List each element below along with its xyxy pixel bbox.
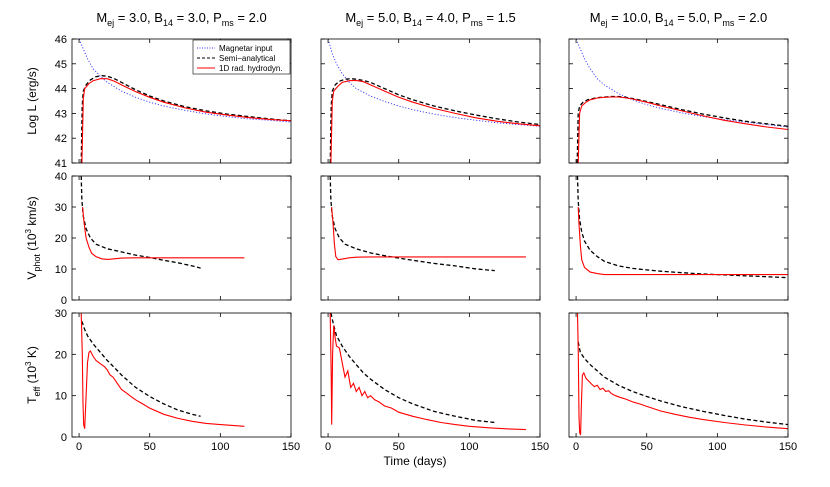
panel-temp-1: 0 50 100 150 [320, 312, 549, 453]
x-tick-label: 100 [211, 441, 229, 453]
panel-frame [568, 38, 789, 164]
y-tick-label: 30 [55, 308, 67, 320]
x-tick-label: 150 [531, 441, 549, 453]
panel-frame [71, 312, 292, 438]
panel-lum-2 [568, 38, 789, 164]
y-tick-label: 42 [55, 133, 67, 145]
series-hydro-vel-0 [82, 206, 245, 260]
panel-vel-0: 0 10 20 30 40 [55, 171, 292, 307]
legend-label: 1D rad. hydrodyn. [219, 64, 283, 73]
y-tick-label: 20 [55, 349, 67, 361]
panel-temp-2: 0 50 100 150 [568, 312, 797, 453]
x-tick-label: 0 [325, 441, 331, 453]
y-tick-label: 10 [55, 391, 67, 403]
y-tick-label: 40 [55, 171, 67, 183]
panel-frame [568, 175, 789, 301]
series-semi-lum-1 [329, 78, 540, 163]
series-hydro-lum-0 [81, 78, 291, 163]
series-semi-lum-2 [576, 95, 788, 163]
panel-frame [71, 175, 292, 301]
series-magnetar-lum-0 [78, 39, 291, 123]
y-tick-label: 30 [55, 202, 67, 214]
legend-label: Semi−analytical [219, 54, 275, 63]
y-tick-label: 20 [55, 233, 67, 245]
legend-label: Magnetar input [219, 44, 273, 53]
y-axis-titles: Log L (erg/s) Vphot (103 km/s) Teff (103 K… [24, 67, 42, 404]
series-hydro-lum-2 [577, 96, 788, 163]
panel-frame [320, 38, 541, 164]
column-title-1: Mej​ = 5.0, B14​ = 4.0, Pms​ = 1.5 [345, 10, 515, 28]
x-tick-label: 0 [76, 441, 82, 453]
x-tick-label: 50 [144, 441, 156, 453]
column-title-0: Mej​ = 3.0, B14​ = 3.0, Pms​ = 2.0 [96, 10, 266, 28]
y-tick-label: 45 [55, 59, 67, 71]
series-semi-lum-0 [80, 75, 291, 163]
y-tick-label: 43 [55, 108, 67, 120]
x-tick-label: 50 [641, 441, 653, 453]
panel-frame [320, 312, 541, 438]
y-tick-label: 41 [55, 158, 67, 170]
y-tick-label: 46 [55, 34, 67, 46]
x-tick-label: 100 [708, 441, 726, 453]
y-axis-title-lum: Log L (erg/s) [25, 67, 39, 135]
series-hydro-lum-1 [330, 79, 540, 163]
panel-frame [71, 38, 292, 164]
x-axis-title: Time (days) [384, 454, 447, 468]
y-axis-title-vel: Vphot (103 km/s) [24, 196, 42, 279]
y-tick-label: 10 [55, 264, 67, 276]
series-hydro-vel-2 [577, 206, 788, 276]
series-magnetar-lum-2 [575, 39, 788, 128]
series-semi-vel-2 [576, 176, 788, 279]
series-semi-temp-1 [330, 313, 495, 424]
series-semi-vel-1 [329, 176, 495, 272]
x-tick-label: 0 [573, 441, 579, 453]
panel-lum-0: 41 42 43 44 45 46 [55, 34, 292, 170]
x-tick-label: 50 [393, 441, 405, 453]
panel-temp-0: 0 50 100 150 0 10 20 30 [55, 308, 300, 453]
series-hydro-temp-1 [329, 313, 526, 431]
series-hydro-temp-0 [80, 313, 245, 429]
series-semi-vel-0 [80, 176, 201, 269]
column-title-2: Mej​ = 10.0, B14​ = 5.0, Pms​ = 2.0 [590, 10, 768, 28]
panel-lum-1 [320, 38, 541, 164]
panel-frame [320, 175, 541, 301]
series-hydro-vel-1 [331, 206, 526, 261]
y-axis-title-temp: Teff (103 K) [24, 346, 42, 404]
series-hydro-temp-2 [576, 313, 788, 436]
panel-frame [568, 312, 789, 438]
panel-vel-1 [320, 175, 541, 301]
column-titles: Mej​ = 3.0, B14​ = 3.0, Pms​ = 2.0 Mej​ =… [96, 10, 767, 28]
x-tick-label: 150 [779, 441, 797, 453]
series-magnetar-lum-1 [327, 39, 540, 127]
series-semi-temp-0 [81, 321, 201, 417]
y-tick-label: 44 [55, 84, 67, 96]
panel-vel-2 [568, 175, 789, 301]
x-tick-label: 150 [282, 441, 300, 453]
x-tick-label: 100 [460, 441, 478, 453]
y-tick-label: 0 [61, 295, 67, 307]
series-semi-temp-2 [577, 341, 788, 426]
y-tick-label: 0 [61, 432, 67, 444]
